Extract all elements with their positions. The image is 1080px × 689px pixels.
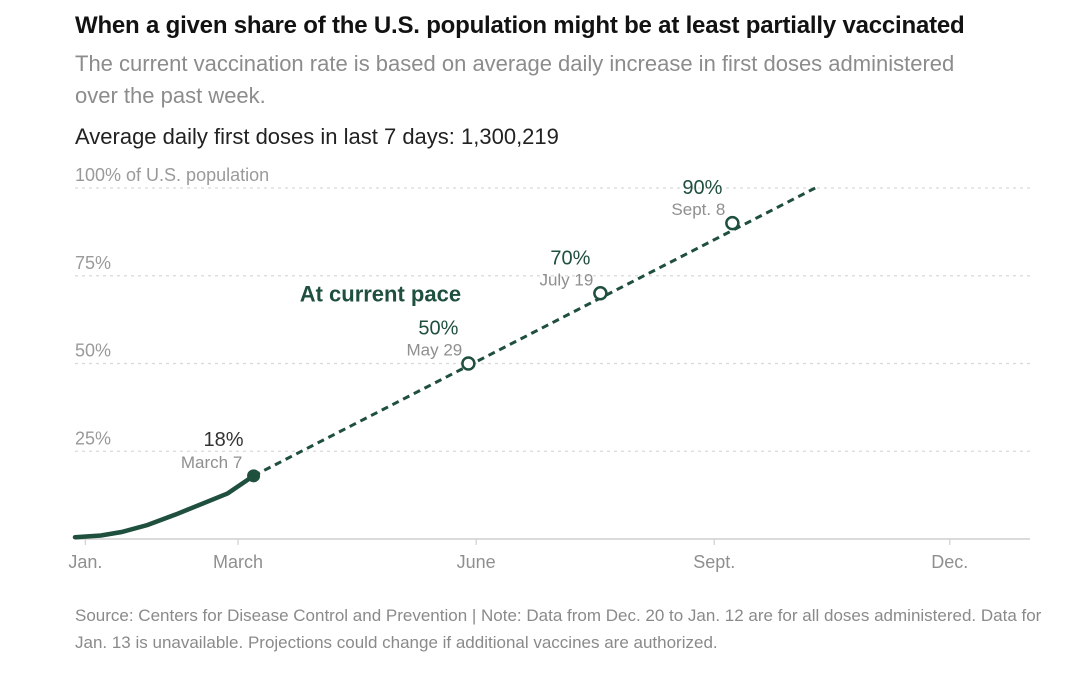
series-label-at-current-pace: At current pace	[300, 281, 461, 306]
y-tick-label-25: 25%	[75, 428, 111, 448]
marker-90	[725, 215, 740, 231]
marker-70	[593, 286, 608, 301]
x-axis-labels: Jan. March June Sept. Dec.	[68, 552, 968, 572]
series-lines: At current pace	[72, 186, 816, 540]
x-tick-label-jan: Jan.	[68, 552, 102, 572]
marker-18	[247, 469, 261, 483]
source-note: Source: Centers for Disease Control and …	[75, 606, 1042, 652]
x-tick-label-dec: Dec.	[931, 552, 968, 572]
y-axis-labels: 25% 50% 75% 100% of U.S. population	[75, 165, 269, 448]
annotation-pct-50: 50%	[418, 318, 458, 340]
y-tick-label-75: 75%	[75, 253, 111, 273]
annotation-date-18: March 7	[181, 453, 242, 472]
daily-doses-stat: Average daily first doses in last 7 days…	[75, 124, 559, 149]
series-line-actual	[72, 473, 256, 540]
annotation-pct-70: 70%	[550, 247, 590, 269]
annotation-date-70: July 19	[539, 270, 593, 289]
y-tick-label-50: 50%	[75, 341, 111, 361]
chart-subtitle: The current vaccination rate is based on…	[75, 51, 955, 108]
annotation-date-90: Sept. 8	[671, 200, 725, 219]
marker-50	[461, 356, 476, 371]
annotation-date-50: May 29	[407, 341, 463, 360]
annotations: 18% March 7 50%May 29 70%July 19 90%Sept. 8	[181, 177, 740, 483]
y-tick-label-100: 100% of U.S. population	[75, 165, 269, 185]
x-tick-label-sept: Sept.	[693, 552, 735, 572]
chart-title: When a given share of the U.S. populatio…	[75, 12, 965, 39]
series-line-projected	[252, 186, 816, 478]
annotation-pct-18: 18%	[204, 429, 244, 451]
grid-lines	[75, 187, 1030, 545]
annotation-pct-90: 90%	[682, 177, 722, 199]
x-tick-label-june: June	[457, 552, 496, 572]
x-tick-label-march: March	[213, 552, 263, 572]
